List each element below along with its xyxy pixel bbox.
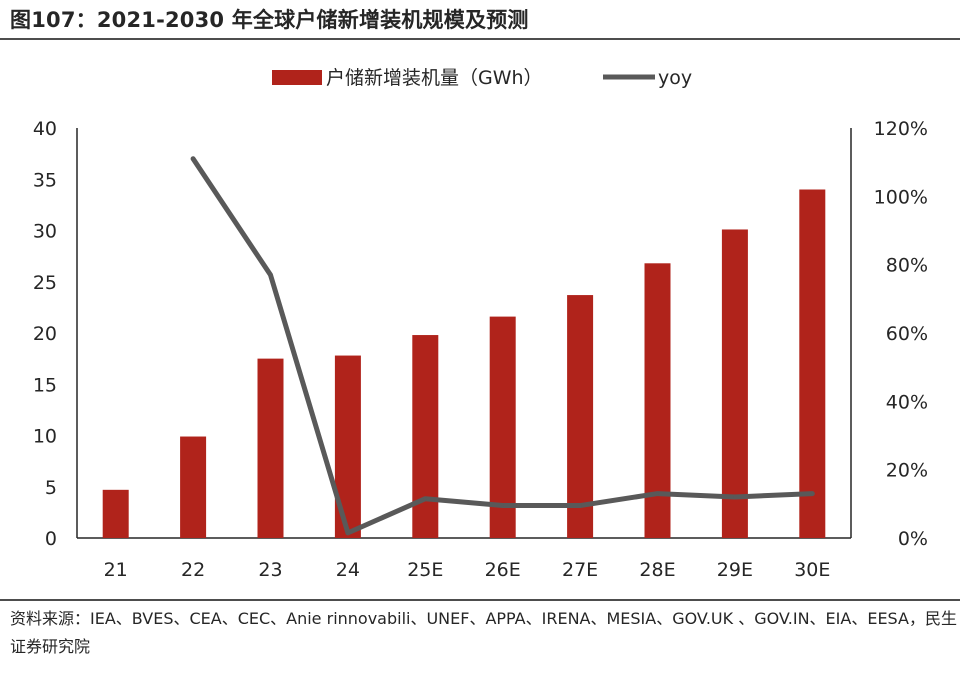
bar-22	[180, 436, 207, 538]
yoy-point	[733, 495, 737, 499]
bar-29E	[721, 229, 748, 538]
y-left-tick-label: 35	[33, 169, 57, 191]
yoy-point	[810, 492, 814, 496]
x-tick-label: 26E	[485, 559, 521, 581]
bar-27E	[567, 295, 594, 538]
x-tick-label: 29E	[717, 559, 753, 581]
y-left-tick-label: 40	[33, 118, 57, 140]
y-right-tick-label: 100%	[874, 186, 928, 208]
y-left-tick-label: 5	[45, 477, 57, 499]
y-right-tick-label: 80%	[886, 255, 928, 277]
y-right-tick-label: 20%	[886, 460, 928, 482]
chart: 户储新增装机量（GWh） yoy 21 22 23 24 25E 26E 27E 28E 29E…	[33, 67, 928, 581]
yoy-point	[346, 531, 350, 535]
x-tick-label: 21	[104, 559, 128, 581]
chart-title: 图107：2021-2030 年全球户储新增装机规模及预测	[10, 8, 529, 32]
bar-30E	[799, 189, 826, 538]
source-divider	[0, 599, 960, 601]
x-tick-label: 22	[181, 559, 205, 581]
y-right-tick-label: 120%	[874, 118, 928, 140]
source-note: 资料来源：IEA、BVES、CEA、CEC、Anie rinnovabili、U…	[10, 609, 957, 656]
bar-21	[102, 489, 129, 538]
x-tick-label: 25E	[407, 559, 443, 581]
y-left-tick-label: 0	[45, 528, 57, 550]
x-tick-label: 30E	[794, 559, 830, 581]
x-tick-label: 24	[336, 559, 360, 581]
yoy-point	[501, 504, 505, 508]
y-right-tick-label: 0%	[898, 528, 928, 550]
y-left-tick-label: 20	[33, 323, 57, 345]
y-left-tick-label: 15	[33, 374, 57, 396]
legend-bar-swatch	[272, 70, 322, 85]
bar-25E	[412, 335, 439, 538]
y-left-tick-label: 10	[33, 426, 57, 448]
y-right-tick-label: 60%	[886, 323, 928, 345]
y-right-tick-label: 40%	[886, 391, 928, 413]
yoy-point	[423, 497, 427, 501]
x-tick-label: 28E	[639, 559, 675, 581]
bar-23	[257, 358, 284, 538]
yoy-point	[191, 157, 195, 161]
x-tick-label: 23	[258, 559, 282, 581]
title-divider	[0, 38, 960, 40]
y-left-tick-label: 25	[33, 272, 57, 294]
x-tick-label: 27E	[562, 559, 598, 581]
yoy-point	[269, 273, 272, 277]
yoy-point	[656, 492, 659, 496]
bar-26E	[489, 316, 516, 538]
legend-line-label: yoy	[658, 67, 692, 89]
yoy-point	[578, 504, 582, 508]
legend-bar-label: 户储新增装机量（GWh）	[326, 67, 543, 89]
y-left-tick-label: 30	[33, 221, 57, 243]
